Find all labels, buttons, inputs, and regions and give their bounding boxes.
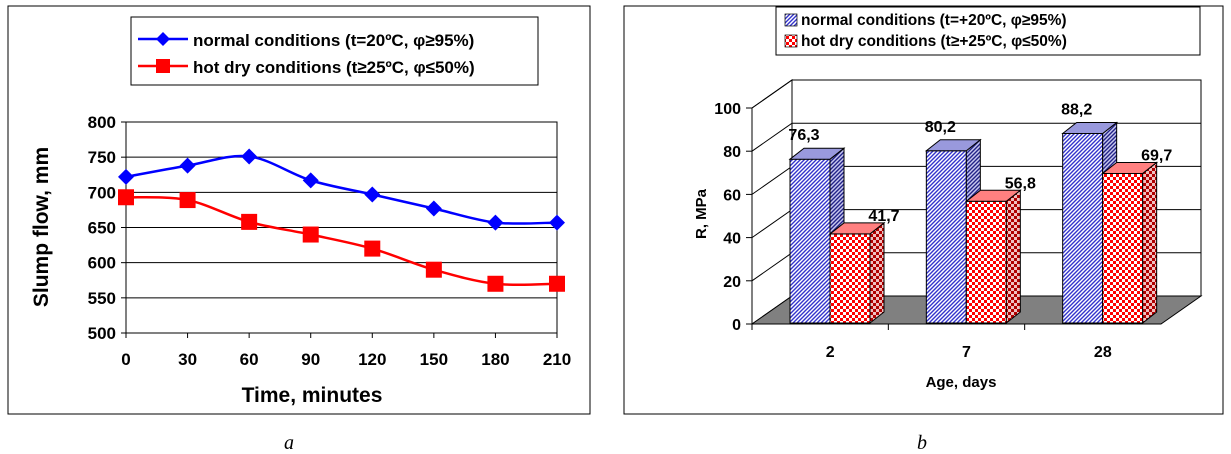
chart-a-point-diamond — [425, 200, 442, 217]
chart-b-caption: b — [917, 432, 927, 454]
chart-a-point-diamond — [179, 157, 196, 174]
chart-a-x-tick-label: 120 — [358, 350, 386, 369]
chart-a-point-diamond — [118, 168, 134, 185]
chart-b-bar-top — [1101, 161, 1159, 174]
chart-a-x-tick-label: 180 — [481, 350, 509, 369]
chart-a-y-tick-label: 600 — [88, 254, 116, 273]
chart-a-legend: normal conditions (t=20ºC, φ≥95%) hot dr… — [130, 16, 539, 86]
chart-b-data-label: 56,8 — [1005, 175, 1036, 192]
chart-b-bar-front — [789, 158, 831, 324]
chart-b-data-label: 80,2 — [925, 119, 956, 136]
chart-a-gridlines — [121, 121, 558, 338]
chart-b-gridline — [751, 122, 1201, 152]
chart-a-point-square — [179, 192, 196, 209]
chart-b-x-axis-title: Age, days — [926, 374, 997, 391]
chart-a-x-axis-title: Time, minutes — [242, 384, 383, 407]
chart-a-x-tick-label: 0 — [121, 350, 130, 369]
chart-a-y-axis-title: Slump flow, mm — [30, 147, 53, 307]
chart-a-point-square — [425, 261, 442, 278]
chart-b-bar-side — [1005, 189, 1021, 325]
chart-a-point-diamond — [302, 172, 319, 189]
chart-a-y-tick-label: 550 — [88, 289, 116, 308]
chart-b-x-tick-label: 2 — [826, 344, 835, 361]
chart-a-point-square — [487, 275, 504, 292]
chart-b-bar-side — [869, 221, 885, 325]
chart-a-series — [118, 148, 565, 292]
chart-b-legend: normal conditions (t=+20ºC, φ≥95%) hot d… — [775, 6, 1201, 56]
chart-b-bar-front — [829, 233, 871, 324]
chart-a-caption: a — [284, 432, 294, 454]
chart-b-bar-top — [924, 139, 982, 152]
chart-b-data-label: 88,2 — [1061, 101, 1092, 118]
chart-b-side-wall — [751, 79, 793, 325]
chart-a-point-square — [364, 240, 381, 257]
chart-a-point-diamond — [364, 186, 381, 203]
chart-b-data-label: 76,3 — [788, 127, 819, 144]
chart-b-bar-top — [828, 222, 886, 235]
chart-b-data-label: 69,7 — [1141, 147, 1172, 164]
chart-b-bar-front — [965, 200, 1007, 324]
chart-b-bar-top — [1061, 121, 1119, 134]
chart-a-point-square — [302, 226, 319, 243]
chart-a-legend-series-1: normal conditions (t=20ºC, φ≥95%) — [193, 31, 474, 50]
chart-b-bar-top — [788, 147, 846, 160]
chart-a-x-tick-label: 150 — [420, 350, 448, 369]
chart-b-x-tick-label: 28 — [1094, 344, 1112, 361]
chart-a-point-diamond — [487, 214, 504, 231]
chart-b-x-tick-labels: 2 7 28 — [826, 344, 1112, 361]
chart-b-bars: 76,3 41,7 80,2 56,8 88,2 69,7 — [788, 101, 1172, 325]
chart-a-point-square — [549, 275, 565, 292]
chart-a-y-tick-label: 800 — [88, 113, 116, 132]
chart-b-legend-series-1: normal conditions (t=+20ºC, φ≥95%) — [801, 12, 1067, 29]
chart-a-y-tick-labels: 500 550 600 650 700 750 800 — [88, 113, 116, 343]
chart-a-x-tick-label: 90 — [301, 350, 320, 369]
chart-b-legend-series-2: hot dry conditions (t≥+25ºC, φ≤50%) — [801, 33, 1067, 50]
chart-b-data-label: 41,7 — [868, 208, 899, 225]
chart-a-x-tick-label: 210 — [543, 350, 571, 369]
chart-b-gridline — [751, 79, 1201, 109]
chart-b-bar-top — [964, 189, 1022, 202]
chart-b-bar-side — [1142, 161, 1158, 325]
chart-a-y-tick-label: 750 — [88, 148, 116, 167]
chart-a-y-tick-label: 650 — [88, 219, 116, 238]
chart-a-x-tick-labels: 0 30 60 90 120 150 180 210 — [121, 350, 571, 369]
chart-a-legend-series-2: hot dry conditions (t≥25ºC, φ≤50%) — [193, 58, 475, 77]
chart-a-x-tick-label: 30 — [178, 350, 197, 369]
chart-a-y-tick-label: 500 — [88, 324, 116, 343]
chart-b-y-tick-label: 40 — [723, 231, 741, 248]
chart-a-point-diamond — [241, 148, 258, 165]
chart-b-y-tick-label: 100 — [714, 101, 741, 118]
chart-a-x-tick-label: 60 — [240, 350, 259, 369]
chart-b-x-tick-label: 7 — [962, 344, 971, 361]
chart-a-point-square — [118, 189, 134, 206]
chart-b-bar-front — [925, 150, 967, 324]
chart-a-point-square — [241, 213, 258, 230]
chart-b-bar-front — [1062, 132, 1104, 324]
chart-b-y-tick-label: 60 — [723, 187, 741, 204]
chart-a-point-diamond — [549, 214, 565, 231]
chart-b-y-tick-labels: 0 20 40 60 80 100 — [714, 101, 741, 334]
chart-b-y-axis-title: R, MPa — [693, 188, 710, 239]
chart-b-bar-front — [1102, 172, 1144, 324]
chart-b-y-tick-label: 20 — [723, 274, 741, 291]
chart-b-y-tick-label: 0 — [732, 317, 741, 334]
chart-a-y-tick-label: 700 — [88, 183, 116, 202]
chart-b-y-tick-label: 80 — [723, 144, 741, 161]
